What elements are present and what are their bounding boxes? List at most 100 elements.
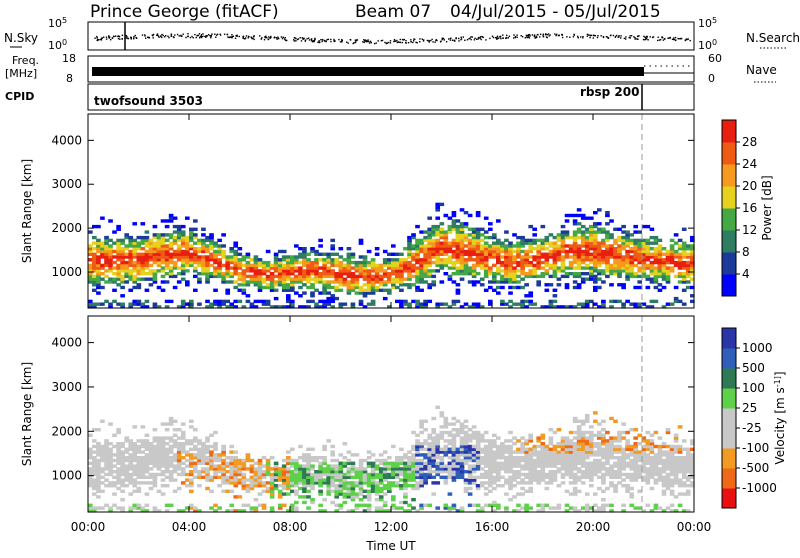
heatmap-cell [601, 490, 606, 493]
heatmap-cell [593, 230, 598, 233]
heatmap-cell [395, 300, 400, 303]
nsky-point [427, 40, 428, 41]
heatmap-cell [468, 464, 473, 467]
heatmap-cell [379, 467, 384, 470]
heatmap-cell [569, 261, 574, 264]
heatmap-cell [274, 297, 279, 300]
heatmap-cell [435, 239, 440, 242]
heatmap-cell [306, 286, 311, 289]
heatmap-cell [141, 456, 146, 459]
heatmap-cell [650, 236, 655, 239]
nsky-point [543, 34, 544, 35]
heatmap-cell [553, 300, 558, 303]
heatmap-cell [456, 283, 461, 286]
heatmap-cell [512, 255, 517, 258]
heatmap-cell [262, 481, 267, 484]
heatmap-cell [553, 294, 558, 297]
heatmap-cell [294, 490, 299, 493]
heatmap-cell [524, 272, 529, 275]
nsky-point [193, 37, 194, 38]
heatmap-cell [375, 498, 380, 501]
heatmap-cell [254, 255, 259, 258]
nsearch-label: N.Search [746, 31, 800, 45]
heatmap-cell [197, 448, 202, 451]
heatmap-cell [621, 436, 626, 439]
heatmap-cell [322, 467, 327, 470]
heatmap-cell [387, 473, 392, 476]
nsky-point [350, 39, 351, 40]
heatmap-cell [112, 464, 117, 467]
heatmap-cell [577, 272, 582, 275]
heatmap-cell [112, 453, 117, 456]
nsky-point [293, 39, 294, 40]
heatmap-cell [686, 280, 691, 283]
heatmap-cell [541, 253, 546, 256]
heatmap-cell [298, 495, 303, 498]
heatmap-cell [581, 230, 586, 233]
heatmap-cell [593, 442, 598, 445]
heatmap-cell [355, 291, 360, 294]
heatmap-cell [468, 214, 473, 217]
heatmap-cell [440, 203, 445, 206]
heatmap-cell [468, 239, 473, 242]
heatmap-cell [375, 264, 380, 267]
heatmap-cell [440, 425, 445, 428]
colorbar-tick-label: 4 [742, 267, 750, 281]
heatmap-cell [496, 266, 501, 269]
heatmap-cell [633, 428, 638, 431]
heatmap-cell [472, 264, 477, 267]
nsky-point [482, 36, 483, 37]
heatmap-cell [536, 470, 541, 473]
nsky-point [370, 41, 371, 42]
heatmap-cell [541, 266, 546, 269]
heatmap-cell [165, 504, 170, 507]
nsky-point [248, 37, 249, 38]
nsky-point [492, 36, 493, 37]
heatmap-cell [435, 203, 440, 206]
heatmap-cell [233, 286, 238, 289]
heatmap-cell [165, 442, 170, 445]
heatmap-cell [585, 462, 590, 465]
heatmap-cell [415, 300, 420, 303]
heatmap-cell [597, 431, 602, 434]
heatmap-cell [593, 492, 598, 495]
heatmap-cell [100, 490, 105, 493]
heatmap-cell [157, 233, 162, 236]
nsky-point [587, 34, 588, 35]
nsky-point [183, 34, 184, 35]
nsky-point [606, 36, 607, 37]
heatmap-cell [197, 247, 202, 250]
heatmap-cell [597, 487, 602, 490]
heatmap-cell [516, 286, 521, 289]
heatmap-cell [351, 253, 356, 256]
heatmap-cell [367, 250, 372, 253]
heatmap-cell [448, 266, 453, 269]
heatmap-cell [573, 417, 578, 420]
nsky-point [301, 40, 302, 41]
heatmap-cell [528, 239, 533, 242]
heatmap-cell [120, 498, 125, 501]
heatmap-cell [193, 436, 198, 439]
nsky-point [208, 34, 209, 35]
heatmap-cell [601, 448, 606, 451]
heatmap-cell [508, 476, 513, 479]
heatmap-cell [225, 476, 230, 479]
nsky-point [366, 41, 367, 42]
nsky-point [259, 35, 260, 36]
nsky-point [657, 40, 658, 41]
heatmap-cell [363, 459, 368, 462]
heatmap-cell [411, 264, 416, 267]
heatmap-cell [480, 278, 485, 281]
heatmap-cell [351, 462, 356, 465]
heatmap-cell [343, 456, 348, 459]
heatmap-cell [440, 228, 445, 231]
heatmap-cell [532, 247, 537, 250]
heatmap-cell [185, 236, 190, 239]
heatmap-cell [383, 269, 388, 272]
heatmap-cell [242, 504, 247, 507]
heatmap-cell [149, 487, 154, 490]
heatmap-cell [637, 442, 642, 445]
nsky-point [367, 39, 368, 40]
heatmap-cell [193, 476, 198, 479]
heatmap-cell [557, 278, 562, 281]
